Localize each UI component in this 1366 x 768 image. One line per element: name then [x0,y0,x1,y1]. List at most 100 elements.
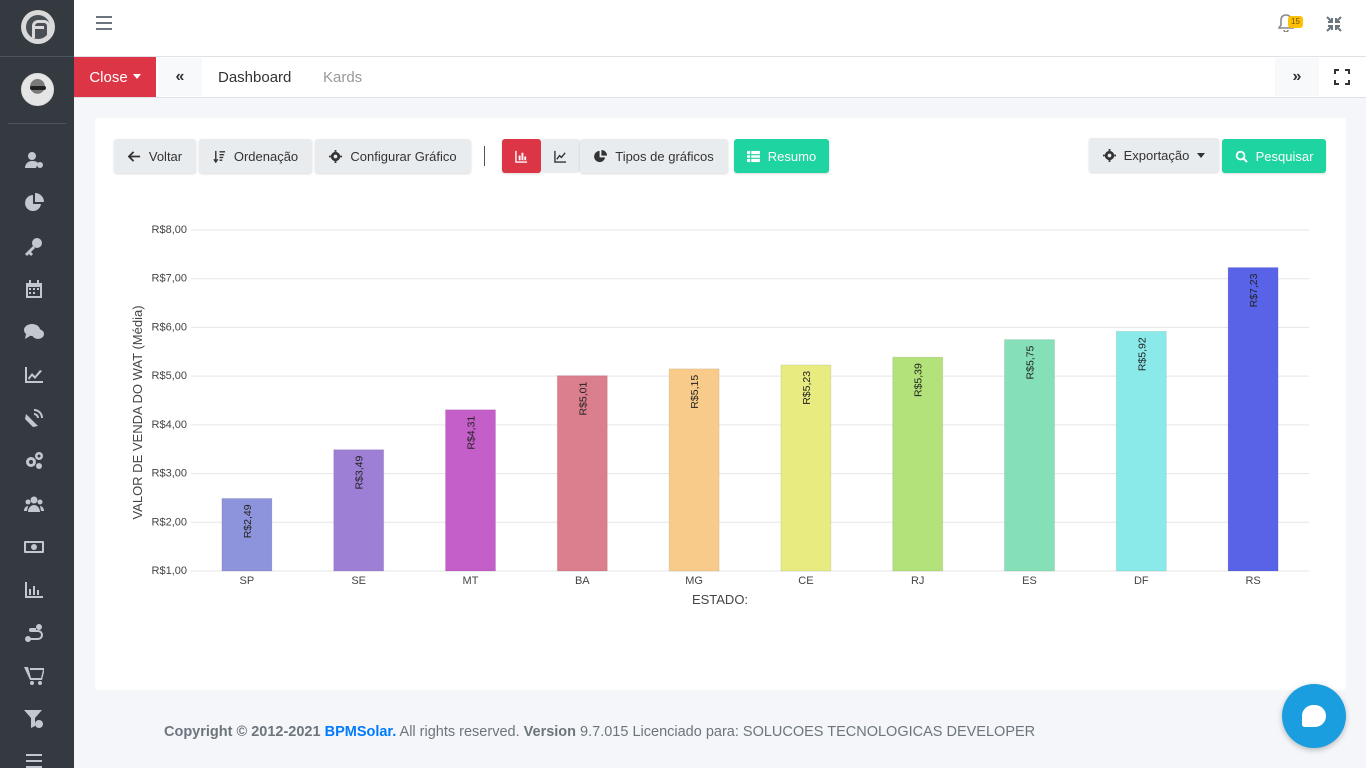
y-tick-label: R$8,00 [152,224,187,236]
tipos-graficos-button[interactable]: Tipos de gráficos [580,139,728,173]
key-icon[interactable] [22,234,46,258]
data-label: R$5,92 [1136,337,1148,371]
sort-icon [213,150,225,163]
cogs-icon[interactable] [22,449,46,473]
ordenacao-button[interactable]: Ordenação [199,139,312,173]
bell-icon[interactable] [1277,14,1298,34]
data-label: R$2,49 [242,504,254,538]
line-chart-icon [554,150,567,163]
bar-rs [1227,267,1279,572]
calendar-icon[interactable] [22,277,46,301]
resumo-button[interactable]: Resumo [734,139,829,173]
copyright-text: Copyright © 2012-2021 [164,724,321,740]
tab-dashboard[interactable]: Dashboard [218,68,292,86]
user-cog-icon[interactable] [22,148,46,172]
chat-bubble-icon [1302,705,1326,727]
route-icon[interactable] [22,621,46,645]
data-label: R$3,49 [354,456,366,490]
money-bill-icon[interactable] [22,535,46,559]
scroll-tabs-left-button[interactable]: « [158,58,202,96]
brand-link[interactable]: BPMSolar. [324,724,397,740]
gear-icon [1102,148,1116,162]
data-label: R$7,23 [1248,273,1260,307]
bar-chart-type-button[interactable] [502,139,541,173]
bar-mt [445,409,496,572]
configurar-label: Configurar Gráfico [350,148,457,164]
line-chart-icon[interactable] [22,363,46,387]
double-chevron-right-icon: » [1292,68,1302,85]
fullscreen-icon[interactable] [1334,69,1350,85]
pesquisar-button[interactable]: Pesquisar [1222,139,1326,173]
configurar-grafico-button[interactable]: Configurar Gráfico [315,139,471,173]
data-label: R$5,23 [801,371,813,405]
data-label: R$5,01 [577,381,589,415]
avatar[interactable] [21,73,54,106]
x-tick-label: SP [240,575,255,587]
x-tick-label: MT [463,575,479,587]
x-tick-label: RJ [911,575,924,587]
app-logo[interactable] [21,10,55,44]
pesquisar-label: Pesquisar [1255,148,1314,164]
bar-rj [892,356,944,572]
tipos-label: Tipos de gráficos [615,148,714,164]
x-tick-label: BA [575,575,590,587]
sidebar-divider [8,123,66,124]
bar-ba [556,375,608,572]
exportacao-dropdown-button[interactable]: Exportação [1089,138,1219,172]
version-label: Version [523,724,577,740]
close-dropdown-button[interactable]: Close [74,57,156,97]
table-icon [746,150,760,162]
users-icon[interactable] [22,492,46,516]
voltar-label: Voltar [148,148,183,164]
bar-es [1004,339,1055,572]
comments-icon[interactable] [22,320,46,344]
x-tick-label: RS [1245,575,1260,587]
chart-card: Voltar Ordenação Configurar Gráfico Tipo… [95,118,1346,690]
sidebar [0,0,74,768]
resumo-label: Resumo [767,148,817,164]
double-chevron-left-icon: « [175,68,185,85]
bar-sp [221,497,273,572]
hamburger-menu-icon[interactable] [96,16,112,32]
data-label: R$5,15 [689,375,701,409]
bar-chart-icon[interactable] [22,578,46,602]
bar-se [333,449,385,572]
compress-icon[interactable] [1326,16,1342,32]
cart-icon[interactable] [22,664,46,688]
line-chart-type-button[interactable] [541,139,580,173]
y-tick-label: R$7,00 [152,273,187,285]
y-tick-label: R$6,00 [152,321,187,333]
chat-button[interactable] [1282,684,1346,748]
x-tick-label: CE [798,575,813,587]
arrow-left-icon [127,150,140,162]
pie-chart-icon[interactable] [22,191,46,215]
bar-chart-icon [515,150,528,163]
bar-mg [668,368,720,572]
y-tick-label: R$3,00 [152,468,187,480]
notification-badge: 15 [1288,16,1303,28]
bar-chart: R$1,00 R$2,00 R$3,00 R$4,00 R$5,00 R$6,00 R$7,… [130,224,1309,607]
y-tick-label: R$1,00 [152,565,187,577]
data-label: R$5,75 [1025,345,1037,379]
top-navbar: 15 [74,0,1366,57]
voltar-button[interactable]: Voltar [114,139,196,173]
version-text: 9.7.015 Licenciado para: SOLUCOES TECNOL… [576,724,1036,740]
tab-kards[interactable]: Kards [323,68,363,86]
filter-icon[interactable] [22,707,46,731]
gear-icon [329,149,343,163]
caret-down-icon [1197,152,1206,158]
x-tick-label: SE [351,575,366,587]
x-axis-title: ESTADO: [692,592,748,607]
satellite-dish-icon[interactable] [22,406,46,430]
bar-df [1115,330,1167,572]
x-tick-label: MG [685,575,703,587]
caret-down-icon [132,73,141,79]
bar-ce [780,364,832,572]
toolbar-divider [484,146,485,166]
x-tick-label: DF [1134,575,1149,587]
data-label: R$5,39 [913,363,925,397]
menu-icon[interactable] [22,750,46,768]
x-tick-label: ES [1022,575,1037,587]
scroll-tabs-right-button[interactable]: » [1275,58,1319,96]
y-tick-label: R$5,00 [152,370,187,382]
